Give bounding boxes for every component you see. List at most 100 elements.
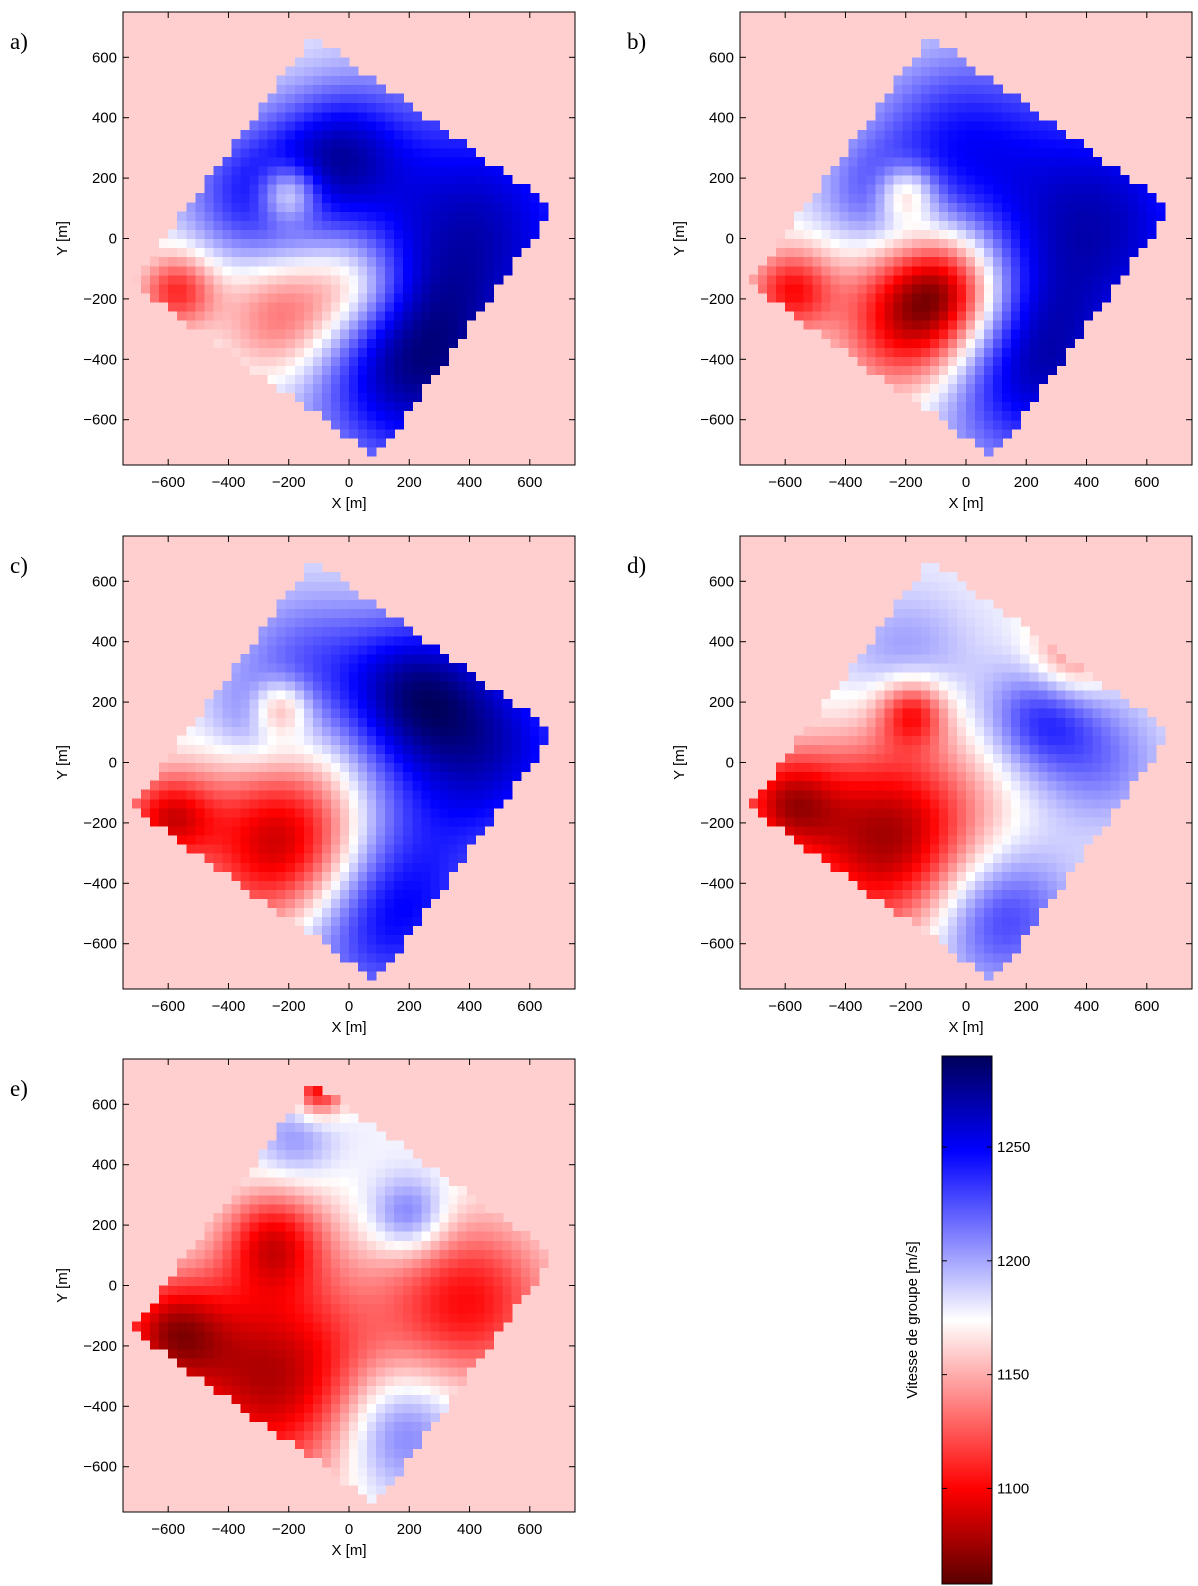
heatmap-cell	[993, 798, 1003, 809]
heatmap-cell	[1020, 871, 1030, 881]
heatmap-cell	[938, 934, 949, 945]
heatmap-cell	[439, 825, 450, 836]
heatmap-cell	[821, 329, 831, 339]
heatmap-cell	[285, 635, 296, 646]
heatmap-cell	[303, 129, 314, 140]
heatmap-cell	[956, 699, 967, 709]
heatmap-cell	[367, 138, 377, 149]
heatmap-cell	[258, 1213, 269, 1223]
heatmap-cell	[1128, 238, 1139, 249]
heatmap-cell	[1128, 771, 1139, 782]
heatmap-cell	[339, 374, 350, 385]
heatmap-cell	[857, 202, 868, 212]
heatmap-cell	[321, 184, 332, 194]
heatmap-cell	[367, 871, 377, 881]
heatmap-cell	[884, 356, 895, 366]
heatmap-cell	[376, 111, 386, 122]
heatmap-cell	[911, 93, 922, 104]
heatmap-cell	[893, 807, 904, 818]
heatmap-cell	[1101, 265, 1112, 276]
heatmap-cell	[321, 744, 332, 755]
heatmap-cell	[529, 744, 540, 755]
heatmap-cell	[394, 662, 404, 673]
heatmap-cell	[956, 780, 967, 791]
heatmap-cell	[394, 211, 404, 221]
heatmap-cell	[975, 844, 985, 854]
heatmap-cell	[893, 147, 904, 158]
heatmap-cell	[312, 680, 323, 691]
panel-label: c)	[10, 553, 28, 578]
heatmap-cell	[394, 871, 404, 881]
heatmap-cell	[276, 220, 287, 231]
heatmap-cell	[1038, 680, 1048, 691]
heatmap-cell	[258, 1321, 269, 1332]
heatmap-cell	[294, 717, 305, 727]
heatmap-cell	[975, 853, 985, 863]
heatmap-cell	[1029, 383, 1039, 394]
heatmap-cell	[150, 1321, 160, 1332]
heatmap-cell	[276, 1203, 287, 1214]
y-tick-label: 400	[92, 110, 117, 127]
heatmap-cell	[956, 120, 967, 131]
heatmap-cell	[902, 211, 913, 221]
heatmap-cell	[276, 229, 287, 240]
heatmap-cell	[321, 708, 332, 718]
heatmap-cell	[312, 156, 323, 167]
heatmap-cell	[875, 202, 886, 212]
heatmap-cell	[484, 175, 495, 185]
heatmap-cell	[330, 410, 341, 421]
heatmap-cell	[294, 626, 305, 637]
heatmap-cell	[285, 653, 296, 664]
heatmap-cell	[911, 166, 922, 176]
heatmap-cell	[884, 816, 895, 827]
heatmap-cell	[385, 175, 395, 185]
heatmap-cell	[1029, 671, 1039, 682]
heatmap-cell	[475, 753, 486, 764]
heatmap-cell	[966, 75, 976, 86]
heatmap-cell	[993, 617, 1003, 628]
heatmap-cell	[966, 111, 976, 122]
heatmap-cell	[258, 102, 269, 113]
heatmap-cell	[1011, 671, 1021, 682]
heatmap-cell	[339, 301, 350, 312]
heatmap-cell	[884, 229, 895, 240]
heatmap-cell	[249, 1330, 260, 1341]
heatmap-cell	[993, 735, 1003, 745]
heatmap-cell	[920, 84, 931, 95]
heatmap-cell	[956, 147, 967, 158]
heatmap-cell	[475, 789, 486, 800]
heatmap-cell	[321, 617, 332, 628]
heatmap-cell	[966, 853, 976, 863]
heatmap-cell	[186, 274, 196, 285]
heatmap-cell	[993, 871, 1003, 881]
heatmap-cell	[267, 265, 278, 276]
heatmap-cell	[993, 916, 1003, 927]
heatmap-cell	[938, 844, 949, 854]
heatmap-cell	[276, 653, 287, 664]
heatmap-cell	[385, 265, 395, 276]
heatmap-cell	[920, 889, 931, 899]
heatmap-cell	[911, 129, 922, 140]
heatmap-cell	[294, 744, 305, 755]
heatmap-cell	[403, 699, 413, 709]
heatmap-cell	[303, 744, 314, 755]
heatmap-cell	[857, 220, 868, 231]
heatmap-cell	[321, 690, 332, 700]
heatmap-cell	[258, 129, 269, 140]
heatmap-cell	[330, 708, 341, 718]
heatmap-panel-e: −600 −400 −200 0 200 400 600−600−400−200020040…	[10, 1058, 576, 1559]
heatmap-cell	[920, 699, 931, 709]
heatmap-cell	[857, 653, 868, 664]
heatmap-cell	[947, 310, 958, 321]
heatmap-cell	[267, 1412, 278, 1422]
heatmap-cell	[367, 410, 377, 421]
heatmap-cell	[1065, 662, 1076, 673]
heatmap-cell	[511, 717, 522, 727]
heatmap-cell	[258, 1294, 269, 1305]
heatmap-cell	[421, 220, 431, 231]
heatmap-cell	[966, 175, 976, 185]
heatmap-cell	[884, 175, 895, 185]
heatmap-cell	[303, 617, 314, 628]
heatmap-cell	[1110, 220, 1121, 231]
heatmap-cell	[177, 1348, 187, 1359]
